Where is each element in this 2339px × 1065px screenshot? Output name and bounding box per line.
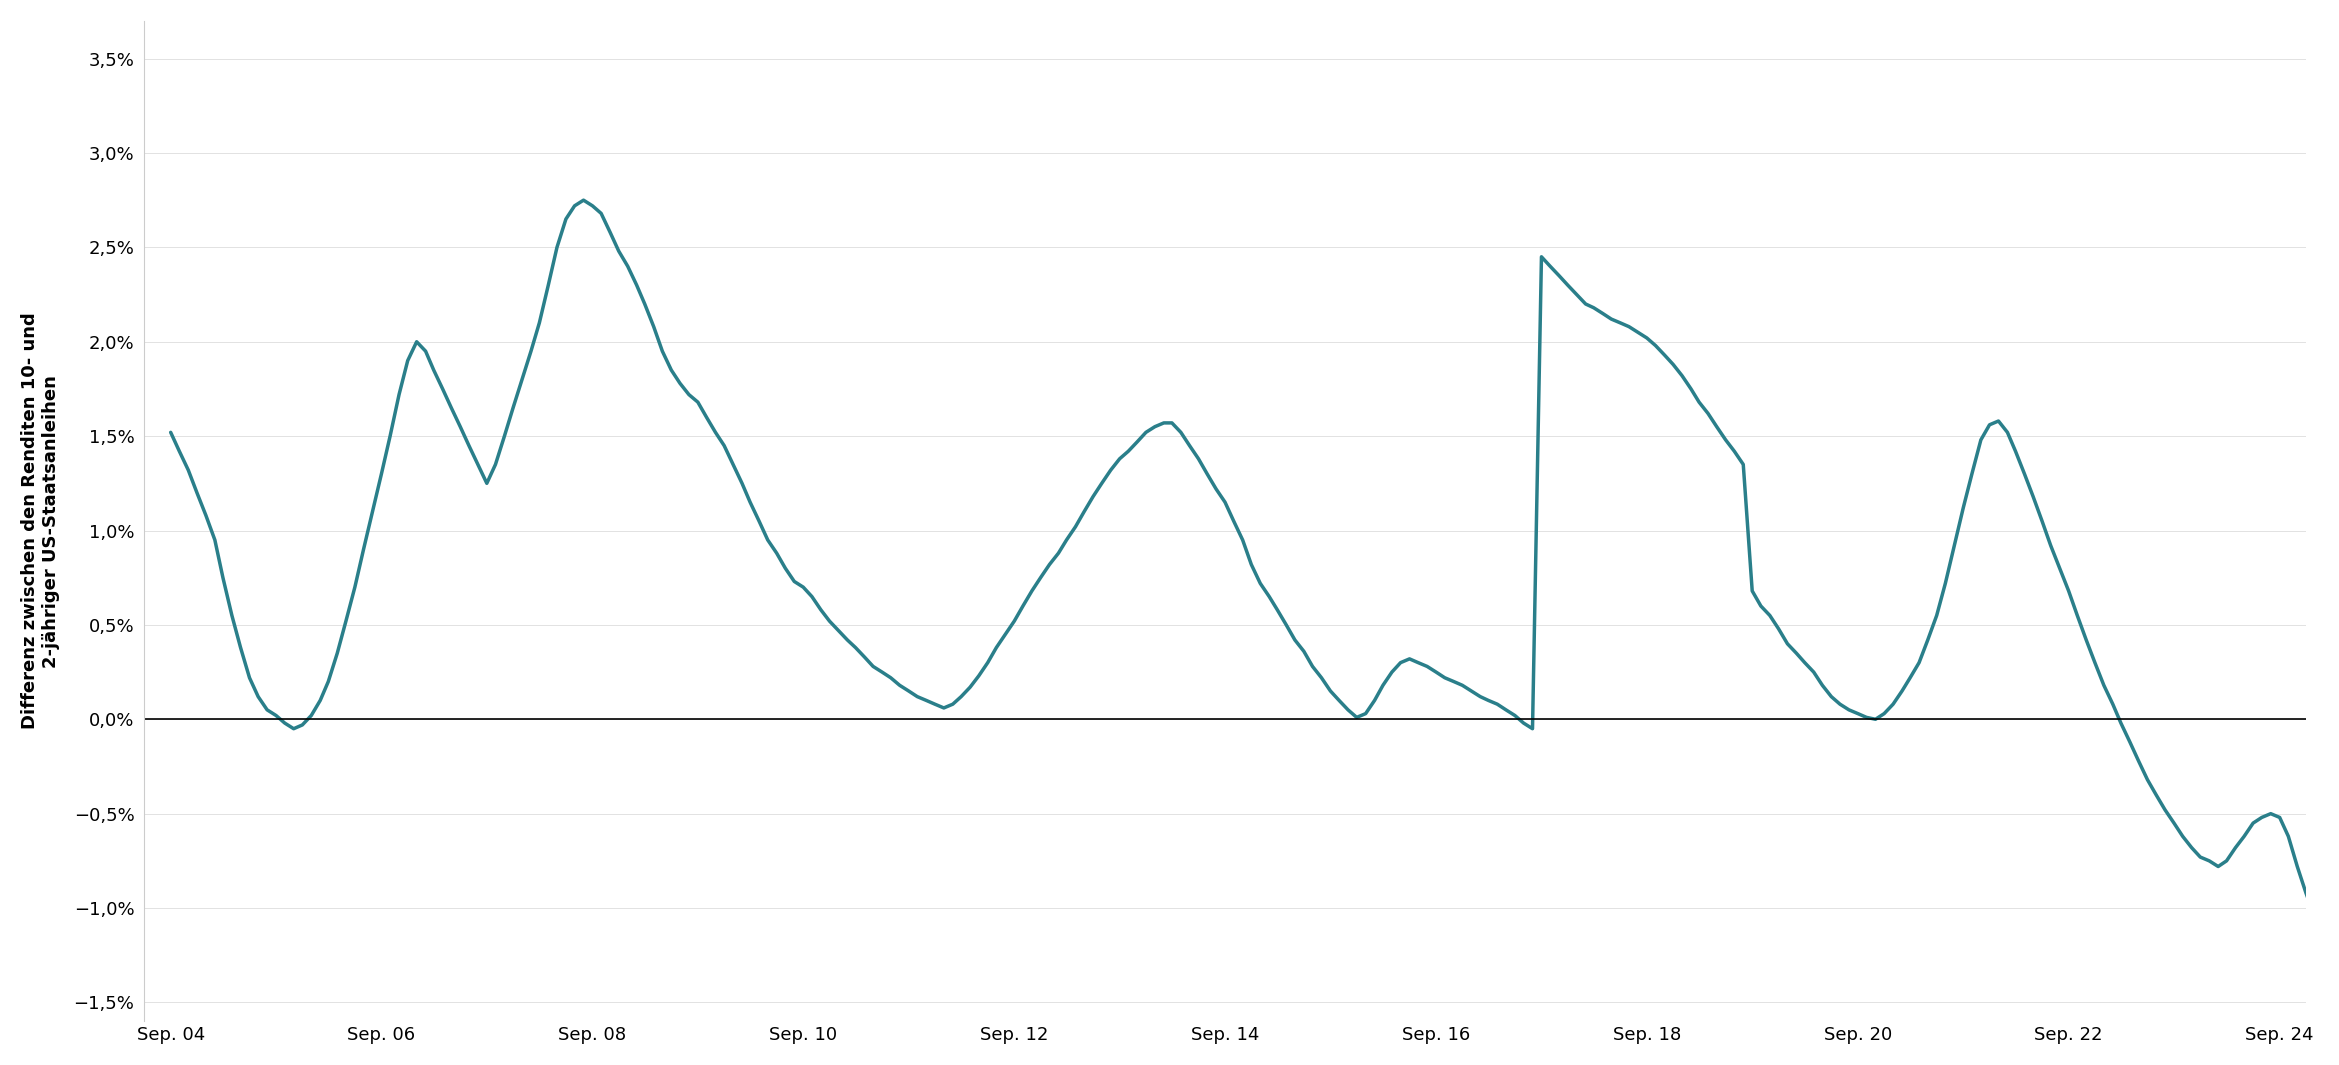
Y-axis label: Differenz zwischen den Renditen 10- und
2-jähriger US-Staatsanleihen: Differenz zwischen den Renditen 10- und … — [21, 313, 58, 730]
